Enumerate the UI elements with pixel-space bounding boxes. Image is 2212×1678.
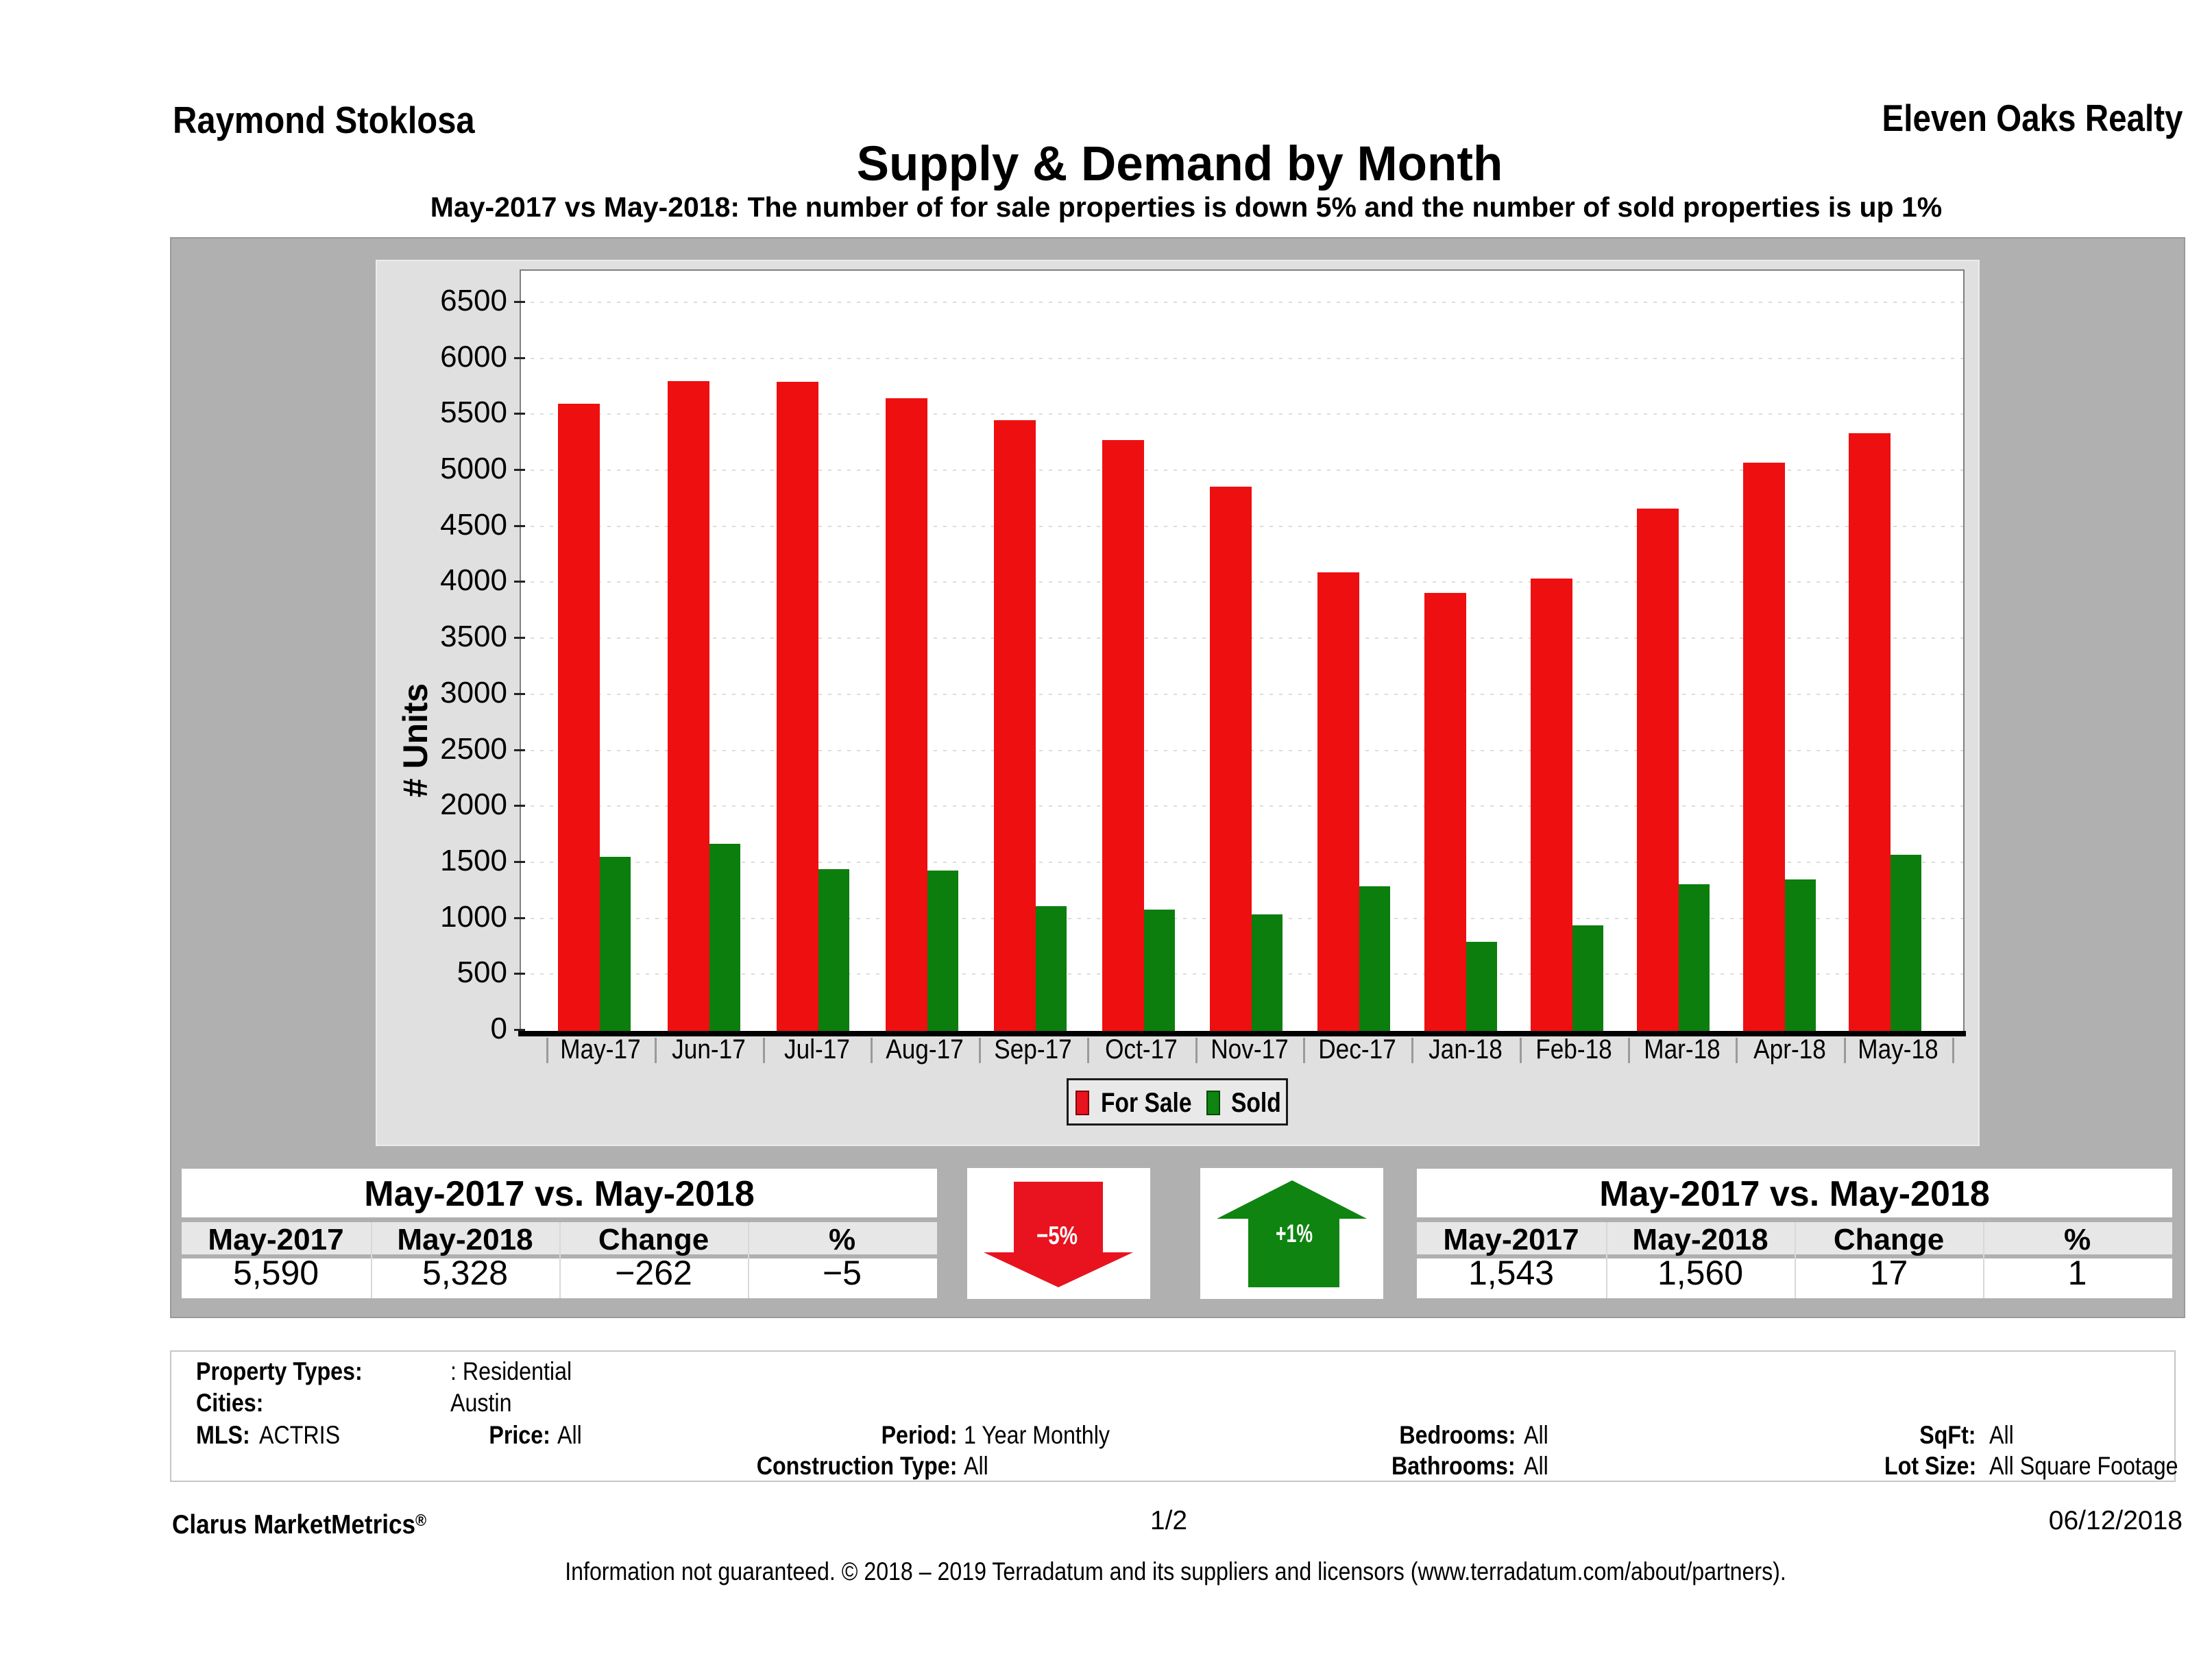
svg-text:−5%: −5%	[1036, 1221, 1078, 1250]
svg-text:+1%: +1%	[1276, 1219, 1313, 1248]
